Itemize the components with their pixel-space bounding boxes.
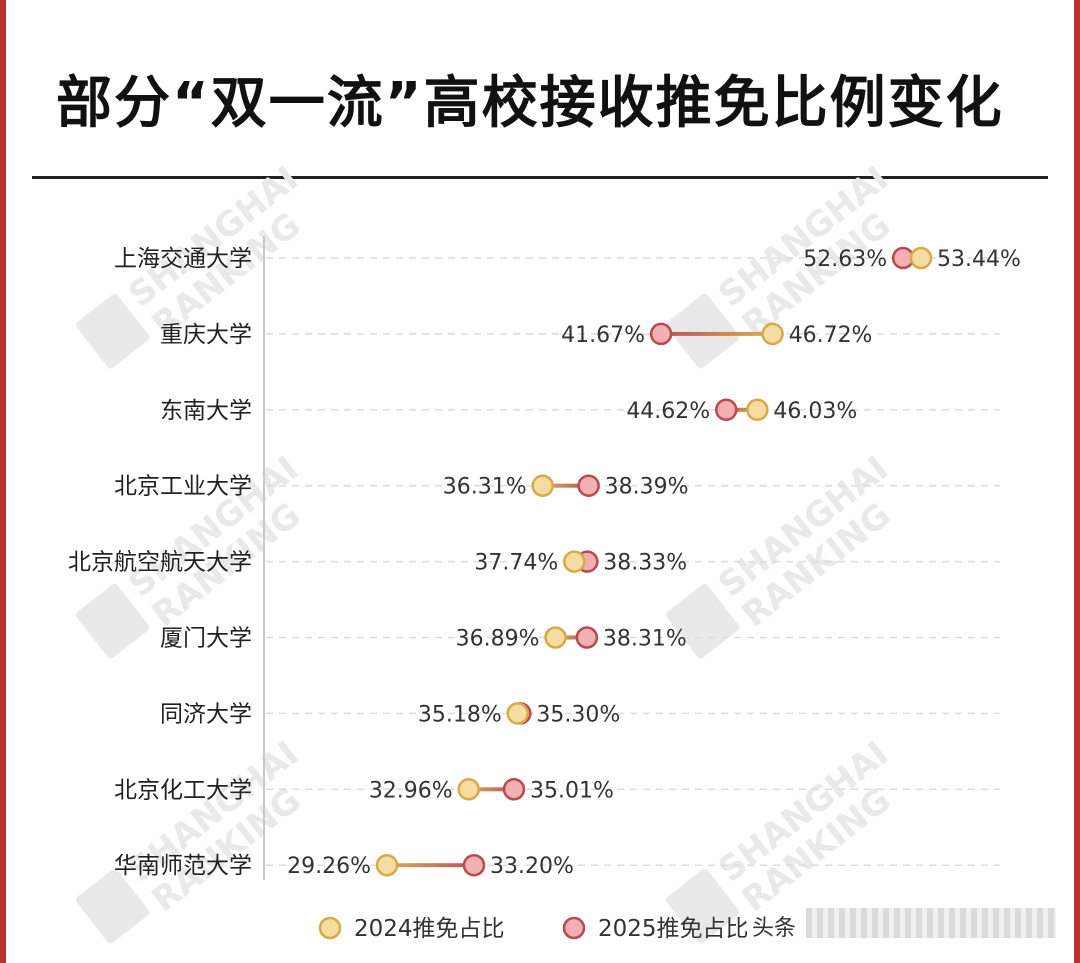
category-label: 北京化工大学 <box>114 777 252 803</box>
point-2024 <box>746 398 769 422</box>
legend-label-2024: 2024推免占比 <box>354 916 505 942</box>
data-marks: 52.63% 53.44% 41.67% 46.72% 44.62% 46.03% 36.3… <box>287 246 1021 879</box>
category-label: 同济大学 <box>160 701 252 727</box>
category-label: 东南大学 <box>160 398 252 424</box>
legend-label-2025: 2025推免占比 <box>598 916 749 942</box>
watermark-logo-icon <box>75 293 150 369</box>
value-label-2024: 29.26% <box>287 854 371 879</box>
category-label: 华南师范大学 <box>114 853 252 879</box>
category-label: 北京航空航天大学 <box>68 550 252 576</box>
blurred-footer-overlay <box>806 908 1056 938</box>
point-2024 <box>761 322 784 346</box>
value-label-2024: 53.44% <box>937 247 1021 272</box>
point-2025 <box>714 398 738 422</box>
value-label-2025: 35.01% <box>530 778 614 803</box>
point-2024 <box>457 778 480 801</box>
connector-line <box>468 787 514 792</box>
watermark-logo-icon <box>665 583 740 659</box>
legend-swatch-2024 <box>318 916 342 940</box>
point-2024 <box>375 853 399 877</box>
point-2024 <box>531 474 554 497</box>
point-2024 <box>544 626 567 649</box>
value-label-2024: 36.31% <box>443 475 527 500</box>
value-label-2025: 38.33% <box>603 551 687 576</box>
point-2024 <box>506 702 529 725</box>
category-labels: 上海交通大学重庆大学东南大学北京工业大学北京航空航天大学厦门大学同济大学北京化工… <box>68 246 252 879</box>
value-label-2025: 33.20% <box>490 854 574 879</box>
connector-line <box>661 331 773 336</box>
connector-line <box>555 635 587 640</box>
value-label-2024: 46.72% <box>789 323 873 348</box>
footer-source-text: 头条 <box>752 916 797 941</box>
point-2025 <box>649 322 673 346</box>
point-2025 <box>577 474 600 497</box>
point-2024 <box>909 246 933 270</box>
chart-title: 部分“双一流”高校接收推免比例变化 <box>56 71 1004 136</box>
title-divider <box>32 176 1048 179</box>
connector-line <box>542 483 589 488</box>
category-label: 上海交通大学 <box>114 246 252 272</box>
value-label-2024: 35.18% <box>418 702 502 727</box>
point-2025 <box>575 626 599 649</box>
value-label-2025: 52.63% <box>803 247 887 272</box>
legend: 2024推免占比 2025推免占比 <box>318 916 749 942</box>
connector-line <box>387 863 475 868</box>
category-label: 北京工业大学 <box>114 474 252 500</box>
watermark-logo-icon <box>665 293 740 369</box>
point-2024 <box>563 550 586 573</box>
watermark-logo-icon <box>75 868 150 944</box>
value-label-2024: 32.96% <box>369 778 453 803</box>
value-label-2025: 38.31% <box>603 627 687 652</box>
value-label-2025: 35.30% <box>536 702 620 727</box>
category-label: 重庆大学 <box>160 322 252 348</box>
category-label: 厦门大学 <box>160 626 252 652</box>
watermark-logo-icon <box>665 868 740 944</box>
watermark-logo-icon <box>75 583 150 659</box>
value-label-2024: 46.03% <box>773 399 857 424</box>
value-label-2024: 37.74% <box>474 551 558 576</box>
value-label-2025: 41.67% <box>561 323 645 348</box>
value-label-2025: 44.62% <box>626 399 710 424</box>
legend-swatch-2025 <box>562 916 586 940</box>
point-2025 <box>502 778 526 801</box>
value-label-2024: 36.89% <box>456 627 540 652</box>
value-label-2025: 38.39% <box>605 475 689 500</box>
connector-line <box>726 407 758 412</box>
point-2025 <box>462 853 486 877</box>
